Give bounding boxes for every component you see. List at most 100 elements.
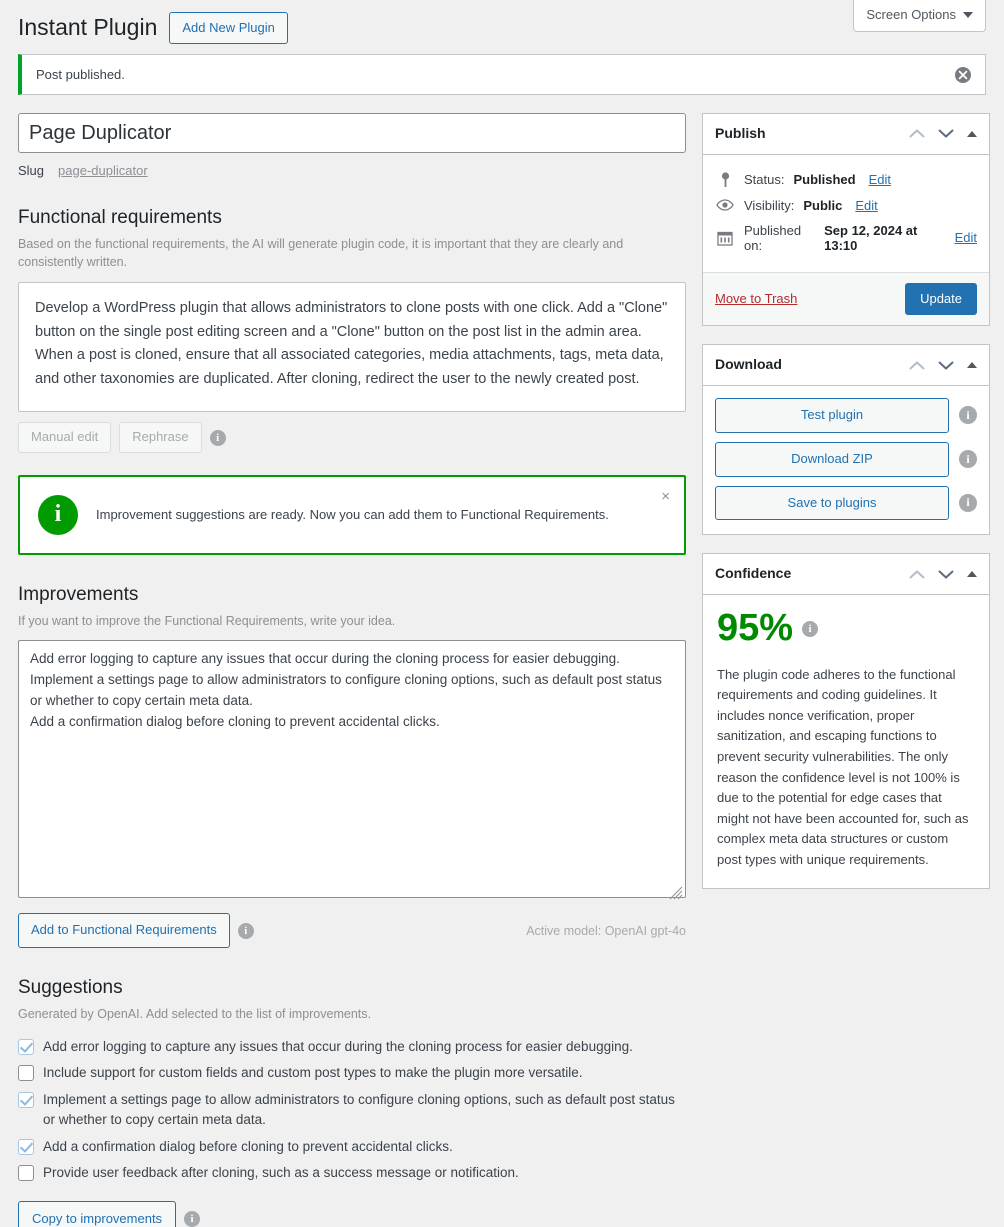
manual-edit-button[interactable]: Manual edit xyxy=(18,422,112,453)
edit-date-link[interactable]: Edit xyxy=(954,230,977,246)
publish-visibility-label: Visibility: xyxy=(744,197,795,213)
notice-text: Post published. xyxy=(36,67,125,82)
improvements-footer: Add to Functional Requirements i Active … xyxy=(18,913,686,949)
suggestion-checkbox[interactable] xyxy=(18,1165,34,1182)
list-item[interactable]: Provide user feedback after cloning, suc… xyxy=(18,1160,686,1187)
triangle-toggle-icon[interactable] xyxy=(967,362,977,369)
suggestions-list: Add error logging to capture any issues … xyxy=(18,1034,686,1187)
suggestions-heading: Suggestions xyxy=(18,977,123,999)
screen-options-button[interactable]: Screen Options xyxy=(853,0,986,32)
save-to-plugins-button[interactable]: Save to plugins xyxy=(715,485,949,521)
list-item[interactable]: Add error logging to capture any issues … xyxy=(18,1034,686,1061)
chevron-down-icon xyxy=(963,11,973,18)
info-circle-icon: i xyxy=(38,494,78,535)
publish-date-row: Published on: Sep 12, 2024 at 13:10 Edit xyxy=(715,218,977,258)
suggestion-label: Add error logging to capture any issues … xyxy=(43,1038,633,1054)
screen-options-label: Screen Options xyxy=(866,7,956,22)
chevron-up-icon[interactable] xyxy=(909,569,925,580)
close-circle-icon[interactable] xyxy=(955,66,971,83)
functional-requirements-text: Develop a WordPress plugin that allows a… xyxy=(18,282,686,413)
copy-row: Copy to improvements i xyxy=(18,1200,686,1227)
improvement-ready-text: Improvement suggestions are ready. Now y… xyxy=(96,507,609,523)
info-icon[interactable]: i xyxy=(209,429,226,446)
confidence-panel: Confidence 95% xyxy=(702,553,990,890)
download-panel-body: Test plugin i Download ZIP i Save to plu… xyxy=(703,386,989,534)
download-zip-button[interactable]: Download ZIP xyxy=(715,441,949,477)
confidence-description: The plugin code adheres to the functiona… xyxy=(717,666,969,867)
download-panel: Download Test pl xyxy=(702,344,990,536)
suggestion-checkbox[interactable] xyxy=(18,1038,34,1055)
chevron-up-icon[interactable] xyxy=(909,360,925,371)
download-panel-title: Download xyxy=(715,356,782,373)
post-status-icon xyxy=(715,171,735,188)
list-item[interactable]: Add a confirmation dialog before cloning… xyxy=(18,1134,686,1161)
info-icon[interactable]: i xyxy=(959,493,977,512)
content-columns: Slug page-duplicator Functional requirem… xyxy=(18,95,990,1227)
suggestions-description: Generated by OpenAI. Add selected to the… xyxy=(18,1006,371,1021)
improvements-textarea[interactable] xyxy=(18,640,686,899)
copy-to-improvements-button[interactable]: Copy to improvements xyxy=(18,1200,177,1227)
publish-panel-footer: Move to Trash Update xyxy=(703,271,989,326)
edit-status-link[interactable]: Edit xyxy=(868,172,891,188)
close-icon[interactable]: × xyxy=(661,487,670,505)
publish-panel-header: Publish xyxy=(703,114,989,155)
triangle-toggle-icon[interactable] xyxy=(967,571,977,578)
suggestion-checkbox[interactable] xyxy=(18,1065,34,1082)
page-header: Instant Plugin Add New Plugin xyxy=(18,0,986,48)
publish-date-label: Published on: xyxy=(744,222,802,253)
suggestion-checkbox[interactable] xyxy=(18,1138,34,1155)
publish-status-row: Status: Published Edit xyxy=(715,167,977,193)
info-icon[interactable]: i xyxy=(184,1211,201,1227)
list-item[interactable]: Include support for custom fields and cu… xyxy=(18,1060,686,1087)
add-new-plugin-button[interactable]: Add New Plugin xyxy=(169,11,288,45)
requirements-button-row: Manual edit Rephrase i xyxy=(18,422,686,453)
plugin-title-input[interactable] xyxy=(18,113,686,153)
publish-visibility-value: Public xyxy=(803,197,843,213)
chevron-down-icon[interactable] xyxy=(938,128,954,139)
slug-label: Slug xyxy=(18,163,45,178)
info-icon[interactable]: i xyxy=(959,450,977,469)
triangle-toggle-icon[interactable] xyxy=(967,130,977,137)
confidence-panel-header: Confidence xyxy=(703,554,989,595)
publish-date-value: Sep 12, 2024 at 13:10 xyxy=(824,222,918,253)
suggestion-label: Include support for custom fields and cu… xyxy=(43,1065,583,1081)
chevron-down-icon[interactable] xyxy=(938,569,954,580)
test-plugin-button[interactable]: Test plugin xyxy=(715,397,949,433)
eye-icon xyxy=(715,199,735,211)
chevron-up-icon[interactable] xyxy=(909,128,925,139)
improvements-heading: Improvements xyxy=(18,583,139,605)
slug-row: Slug page-duplicator xyxy=(18,163,686,178)
add-to-functional-requirements-button[interactable]: Add to Functional Requirements xyxy=(18,913,230,949)
panel-controls xyxy=(909,128,977,139)
improvements-description: If you want to improve the Functional Re… xyxy=(18,613,396,628)
info-icon[interactable]: i xyxy=(237,922,254,939)
sidebar-column: Publish xyxy=(702,113,990,907)
active-model-label: Active model: OpenAI gpt-4o xyxy=(526,923,686,938)
rephrase-button[interactable]: Rephrase xyxy=(119,422,202,453)
suggestion-label: Provide user feedback after cloning, suc… xyxy=(43,1165,519,1181)
suggestion-label: Add a confirmation dialog before cloning… xyxy=(43,1138,453,1154)
functional-requirements-description: Based on the functional requirements, th… xyxy=(18,236,624,270)
download-panel-header: Download xyxy=(703,345,989,386)
update-button[interactable]: Update xyxy=(905,282,977,316)
chevron-down-icon[interactable] xyxy=(938,360,954,371)
info-icon[interactable]: i xyxy=(959,406,977,425)
slug-value[interactable]: page-duplicator xyxy=(58,163,148,178)
publish-panel-body: Status: Published Edit Visibi xyxy=(703,155,989,272)
move-to-trash-link[interactable]: Move to Trash xyxy=(715,291,798,307)
publish-status-label: Status: xyxy=(744,172,785,188)
confidence-value: 95% xyxy=(717,606,794,649)
test-plugin-row: Test plugin i xyxy=(715,397,977,433)
publish-panel: Publish xyxy=(702,113,990,327)
suggestion-checkbox[interactable] xyxy=(18,1091,34,1108)
post-published-notice: Post published. xyxy=(18,54,986,95)
publish-visibility-row: Visibility: Public Edit xyxy=(715,193,977,218)
improvement-ready-notice: i Improvement suggestions are ready. Now… xyxy=(18,474,686,555)
info-icon[interactable]: i xyxy=(802,620,819,637)
list-item[interactable]: Implement a settings page to allow admin… xyxy=(18,1087,686,1134)
save-to-plugins-row: Save to plugins i xyxy=(715,485,977,521)
confidence-panel-body: 95% i The plugin code adheres to the fun… xyxy=(703,595,989,888)
download-zip-row: Download ZIP i xyxy=(715,441,977,477)
edit-visibility-link[interactable]: Edit xyxy=(855,197,878,213)
